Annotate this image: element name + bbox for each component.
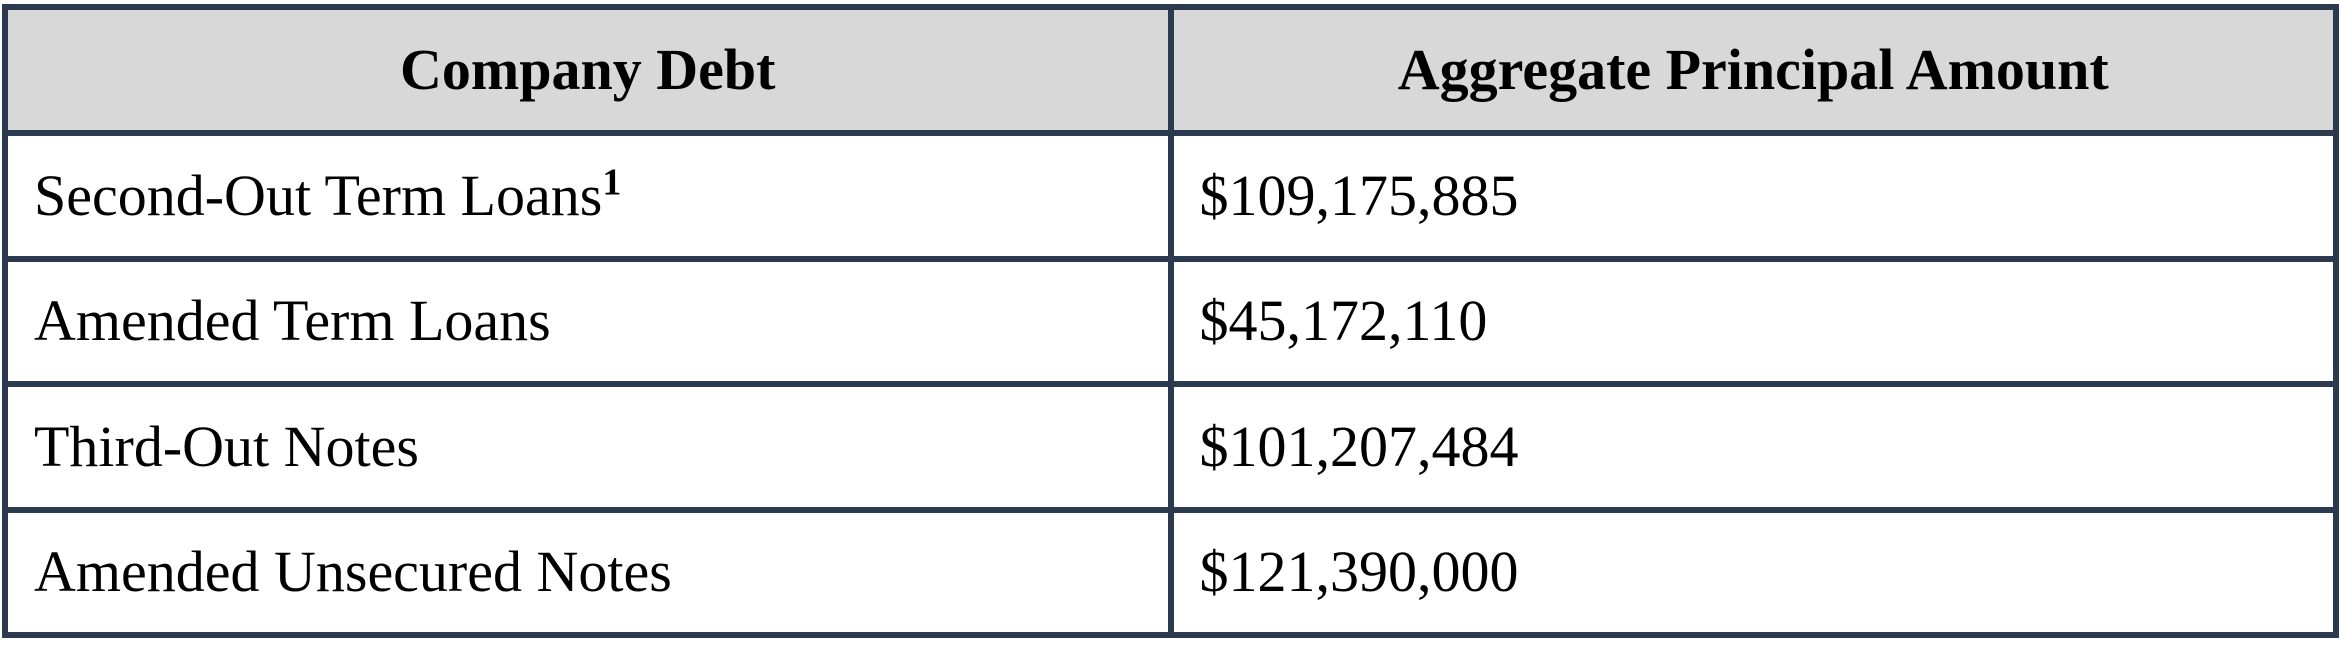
amount-cell: $45,172,110 [1167, 255, 2339, 387]
debt-table: Company Debt Aggregate Principal Amount … [2, 4, 2339, 638]
amount-cell: $121,390,000 [1167, 506, 2339, 638]
debt-name-cell: Amended Term Loans [2, 255, 1174, 387]
debt-table-body: Second-Out Term Loans1 $109,175,885 Amen… [2, 130, 2339, 638]
amount-cell: $109,175,885 [1167, 130, 2339, 262]
debt-name: Third-Out Notes [34, 413, 419, 479]
debt-name-cell: Second-Out Term Loans1 [2, 130, 1174, 262]
footnote-marker: 1 [602, 161, 622, 204]
column-header-company-debt: Company Debt [2, 4, 1174, 136]
table-row: Amended Unsecured Notes $121,390,000 [2, 506, 2339, 638]
debt-table-header: Company Debt Aggregate Principal Amount [2, 4, 2339, 136]
debt-name: Amended Term Loans [34, 288, 551, 354]
debt-name: Second-Out Term Loans [34, 162, 603, 228]
table-row: Third-Out Notes $101,207,484 [2, 381, 2339, 513]
table-row: Amended Term Loans $45,172,110 [2, 255, 2339, 387]
table-row: Second-Out Term Loans1 $109,175,885 [2, 130, 2339, 262]
column-header-aggregate-principal-amount: Aggregate Principal Amount [1167, 4, 2339, 136]
debt-name: Amended Unsecured Notes [34, 539, 672, 605]
debt-name-cell: Amended Unsecured Notes [2, 506, 1174, 638]
debt-name-cell: Third-Out Notes [2, 381, 1174, 513]
amount-cell: $101,207,484 [1167, 381, 2339, 513]
header-row: Company Debt Aggregate Principal Amount [2, 4, 2339, 136]
